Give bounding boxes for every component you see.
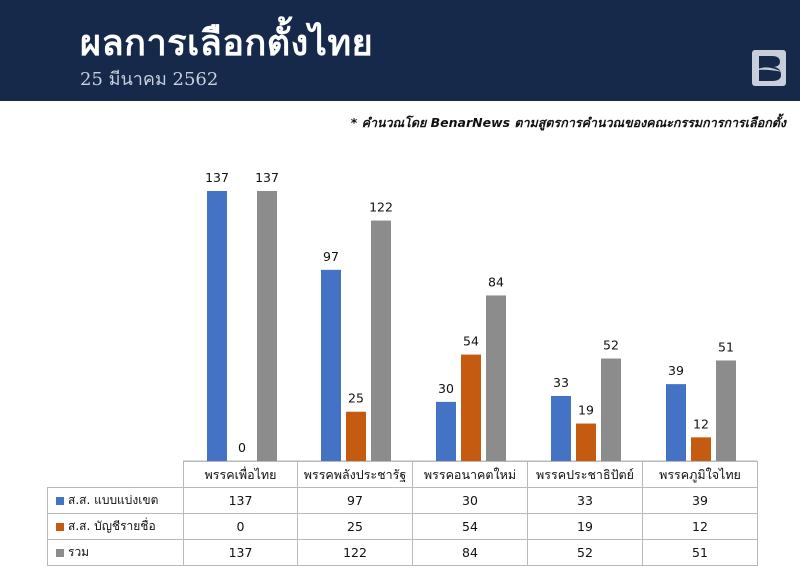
table-cell: 51: [642, 539, 758, 566]
table-row: ส.ส. แบบแบ่งเขต 137 97 30 33 39: [47, 487, 758, 514]
table-cell: 84: [412, 539, 528, 566]
data-label: 51: [718, 339, 734, 354]
bar: [207, 191, 227, 461]
data-label: 137: [255, 170, 279, 185]
page-date: 25 มีนาคม 2562: [80, 69, 219, 90]
bar: [576, 423, 596, 461]
data-label: 30: [438, 381, 454, 396]
table-category: พรรคอนาคตใหม่: [412, 461, 528, 488]
table-row: ส.ส. บัญชีรายชื่อ 0 25 54 19 12: [47, 513, 758, 540]
table-cell: 33: [527, 487, 643, 514]
bar: [346, 411, 366, 461]
data-label: 84: [488, 274, 504, 289]
bar: [691, 437, 711, 461]
legend-swatch-orange: [56, 522, 64, 531]
table-category: พรรคประชาธิปัตย์: [527, 461, 643, 488]
bar: [666, 384, 686, 461]
benarnews-logo-icon: [752, 50, 786, 86]
table-category: พรรคเพื่อไทย: [183, 461, 298, 488]
header-banner: ผลการเลือกตั้งไทย 25 มีนาคม 2562: [0, 0, 800, 101]
bar: [321, 269, 341, 461]
bar: [601, 358, 621, 461]
legend-swatch-blue: [56, 496, 64, 505]
table-cell: 19: [527, 513, 643, 540]
table-cell: 97: [297, 487, 413, 514]
table-cell: 39: [642, 487, 758, 514]
bar: [436, 401, 456, 461]
data-label: 39: [668, 363, 684, 378]
bar: [371, 220, 391, 461]
series-name: ส.ส. แบบแบ่งเขต: [68, 493, 159, 507]
series-name: รวม: [68, 545, 90, 559]
table-category: พรรคพลังประชารัฐ: [297, 461, 413, 488]
table-cell: 0: [183, 513, 298, 540]
table-cell: 12: [642, 513, 758, 540]
table-header-row: พรรคเพื่อไทย พรรคพลังประชารัฐ พรรคอนาคตใ…: [47, 461, 758, 488]
table-cell: 137: [183, 539, 298, 566]
data-label: 25: [348, 391, 364, 406]
table-row: รวม 137 122 84 52 51: [47, 539, 758, 566]
bar: [461, 354, 481, 461]
calculation-note: * คำนวณโดย BenarNews ตามสูตรการคำนวณของค…: [350, 115, 786, 130]
bar: [716, 360, 736, 461]
table-category: พรรคภูมิใจไทย: [642, 461, 758, 488]
page-title: ผลการเลือกตั้งไทย: [80, 23, 374, 64]
data-label: 52: [603, 338, 619, 353]
data-label: 19: [578, 403, 594, 418]
table-cell: 25: [297, 513, 413, 540]
table-cell: 30: [412, 487, 528, 514]
table-cell: 137: [183, 487, 298, 514]
bar: [257, 191, 277, 461]
data-label: 54: [463, 334, 479, 349]
table-cell: 54: [412, 513, 528, 540]
data-label: 33: [553, 375, 569, 390]
bar: [551, 395, 571, 461]
legend-swatch-gray: [56, 548, 64, 557]
data-label: 122: [369, 200, 393, 215]
bar: [486, 295, 506, 461]
data-label: 97: [323, 249, 339, 264]
data-label: 0: [238, 440, 246, 455]
series-name: ส.ส. บัญชีรายชื่อ: [68, 519, 156, 533]
table-cell: 122: [297, 539, 413, 566]
data-table: พรรคเพื่อไทย พรรคพลังประชารัฐ พรรคอนาคตใ…: [47, 461, 758, 566]
data-label: 12: [693, 416, 709, 431]
table-cell: 52: [527, 539, 643, 566]
data-label: 137: [205, 170, 229, 185]
